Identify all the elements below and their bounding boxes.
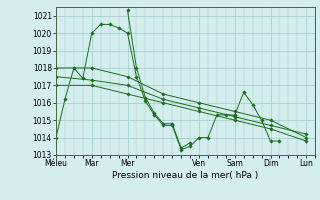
X-axis label: Pression niveau de la mer( hPa ): Pression niveau de la mer( hPa ) [112, 171, 259, 180]
